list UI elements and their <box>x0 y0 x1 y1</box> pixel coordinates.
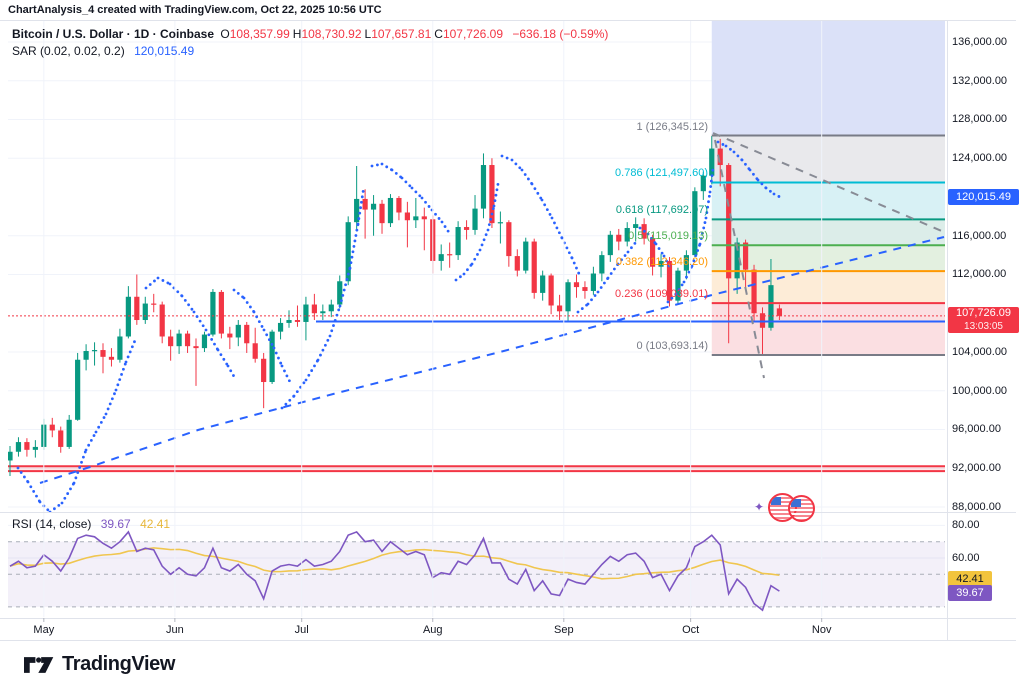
tradingview-logo-icon <box>24 656 54 673</box>
rsi-value: 39.67 <box>100 517 131 531</box>
tradingview-logo-text: TradingView <box>62 653 176 675</box>
month-label[interactable]: Jun <box>165 624 184 636</box>
price-tick: 92,000.00 <box>952 462 1001 475</box>
fib-level-label: 0.382 (112,346.20) <box>615 256 708 269</box>
fib-level-label: 0.786 (121,497.60) <box>615 167 708 180</box>
sparkle-icon: ✦ <box>754 500 765 514</box>
price-tick: 112,000.00 <box>952 268 1007 281</box>
sar-label[interactable]: SAR (0.02, 0.02, 0.2) <box>12 44 125 58</box>
ohlc-values: O108,357.99 H108,730.92 L107,657.81 C107,72… <box>220 27 506 41</box>
ohlc-value: 108,357.99 <box>229 27 290 41</box>
fib-level-label: 0.236 (109,039.01) <box>615 288 708 301</box>
rsi-value-badge: 39.67 <box>948 585 992 601</box>
ohlc-value: 107,726.09 <box>442 27 503 41</box>
price-tick: 100,000.00 <box>952 384 1008 397</box>
symbol-name[interactable]: Bitcoin / U.S. Dollar · 1D · Coinbase <box>12 27 215 41</box>
ohlc-value: 108,730.92 <box>301 27 362 41</box>
ohlc-key: H <box>292 27 302 41</box>
month-label[interactable]: Nov <box>811 624 832 636</box>
month-label[interactable]: Jul <box>294 624 309 636</box>
fib-level-label: 0.618 (117,692.07) <box>615 204 708 217</box>
month-label[interactable]: Oct <box>682 624 700 636</box>
price-tick: 96,000.00 <box>952 423 1001 436</box>
fib-level-label: 1 (126,345.12) <box>636 120 708 133</box>
rsi-tick: 60.00 <box>952 552 980 564</box>
rsi-legend: RSI (14, close) 39.67 42.41 <box>12 517 170 531</box>
price-tick: 124,000.00 <box>952 152 1008 165</box>
fib-level-label: 0 (103,693.14) <box>636 339 708 352</box>
month-label[interactable]: May <box>33 624 55 636</box>
month-label[interactable]: Sep <box>554 624 574 636</box>
us-flag-event-icon[interactable] <box>788 495 815 522</box>
fib-level-label: 0.5 (115,019.13) <box>628 230 708 243</box>
ohlc-key: L <box>364 27 372 41</box>
rsi-tick: 80.00 <box>952 519 980 532</box>
rsi-label[interactable]: RSI (14, close) <box>12 517 92 531</box>
price-tick: 132,000.00 <box>952 74 1008 87</box>
ohlc-key: O <box>220 27 230 41</box>
sar-legend: SAR (0.02, 0.02, 0.2) 120,015.49 <box>12 44 194 58</box>
price-tick: 136,000.00 <box>952 36 1008 48</box>
ohlc-value: 107,657.81 <box>371 27 432 41</box>
symbol-legend: Bitcoin / U.S. Dollar · 1D · Coinbase O1… <box>12 27 611 41</box>
price-tick: 88,000.00 <box>952 500 1001 513</box>
sar-price-badge: 120,015.49 <box>948 188 1019 205</box>
snapshot-title: ChartAnalysis_4 created with TradingView… <box>8 4 382 16</box>
rsi-ma-badge: 42.41 <box>948 571 992 587</box>
change-value: −636.18 (−0.59%) <box>512 27 609 41</box>
price-tick: 104,000.00 <box>952 345 1008 358</box>
month-label[interactable]: Aug <box>422 624 443 636</box>
sar-value: 120,015.49 <box>134 44 195 58</box>
rsi-ma-value: 42.41 <box>140 517 171 531</box>
price-tick: 116,000.00 <box>952 229 1007 242</box>
tradingview-logo[interactable]: TradingView <box>24 653 175 676</box>
last-price-badge: 107,726.09 13:03:05 <box>948 306 1019 333</box>
ohlc-key: C <box>434 27 443 41</box>
price-tick: 128,000.00 <box>952 113 1008 126</box>
